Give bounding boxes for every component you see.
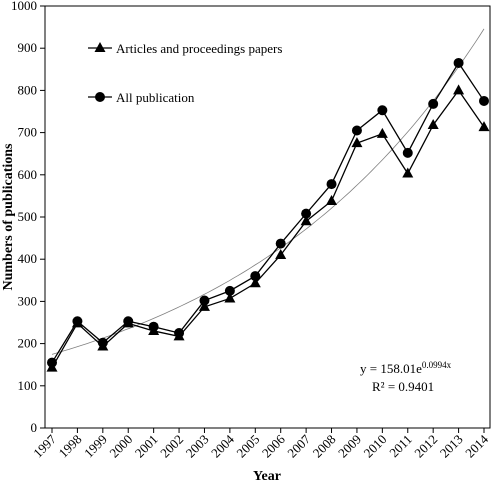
circle-marker <box>301 208 312 219</box>
y-tick-label: 800 <box>18 82 38 97</box>
x-tick-label: 2004 <box>208 431 237 460</box>
y-tick-label: 0 <box>31 420 38 435</box>
circle-marker <box>95 92 105 102</box>
circle-marker <box>479 95 489 106</box>
circle-marker <box>148 321 159 332</box>
y-tick-label: 900 <box>18 40 38 55</box>
y-tick-label: 1000 <box>11 0 37 13</box>
circle-marker <box>250 271 261 282</box>
triangle-marker <box>351 137 363 148</box>
trend-equation: y = 158.01e0.0994x <box>360 360 452 376</box>
circle-marker <box>47 357 57 368</box>
circle-marker <box>123 316 134 327</box>
triangle-marker <box>402 167 414 178</box>
x-tick-label: 2006 <box>259 431 288 460</box>
x-tick-label: 2014 <box>462 431 491 460</box>
x-tick-label: 2000 <box>106 432 135 461</box>
triangle-marker <box>326 194 338 205</box>
x-tick-label: 2012 <box>411 432 440 461</box>
x-tick-label: 1999 <box>81 432 110 461</box>
y-tick-label: 200 <box>18 336 38 351</box>
series-line <box>51 61 485 363</box>
triangle-marker <box>249 277 261 288</box>
legend-label: Articles and proceedings papers <box>116 41 282 56</box>
y-axis-label: Numbers of publications <box>1 143 16 291</box>
x-tick-label: 2002 <box>157 432 186 461</box>
circle-marker <box>97 337 108 348</box>
circle-marker <box>174 328 185 339</box>
triangle-marker <box>198 300 210 311</box>
triangle-marker <box>453 84 465 95</box>
circle-marker <box>224 285 235 296</box>
x-tick-label: 2003 <box>183 432 212 461</box>
circle-marker <box>326 179 337 190</box>
x-tick-label: 2011 <box>386 432 415 461</box>
triangle-marker <box>427 119 439 130</box>
y-tick-label: 300 <box>18 293 38 308</box>
y-tick-label: 700 <box>18 125 38 140</box>
circle-marker <box>402 147 413 158</box>
circle-marker <box>72 316 83 327</box>
equation-text: y = 158.01e <box>360 361 422 376</box>
y-tick-label: 500 <box>18 209 38 224</box>
triangle-marker <box>376 127 388 138</box>
y-tick-label: 600 <box>18 167 38 182</box>
triangle-marker <box>300 215 312 226</box>
trendline <box>51 28 485 355</box>
x-axis-label: Year <box>253 469 281 484</box>
triangle-marker <box>94 42 106 52</box>
x-tick-label: 1998 <box>56 432 85 461</box>
x-tick-label: 2010 <box>360 432 389 461</box>
x-tick-label: 2008 <box>310 432 339 461</box>
circle-marker <box>428 98 439 109</box>
circle-marker <box>275 238 286 249</box>
x-tick-label: 2001 <box>132 432 161 461</box>
circle-marker <box>453 57 464 68</box>
x-tick-label: 2005 <box>233 432 262 461</box>
triangle-marker <box>275 248 287 259</box>
circle-marker <box>199 295 210 306</box>
circle-marker <box>351 125 362 136</box>
x-tick-label: 1997 <box>30 431 59 460</box>
legend-label: All publication <box>116 90 195 105</box>
circle-marker <box>377 105 388 116</box>
y-tick-label: 100 <box>18 378 38 393</box>
x-tick-label: 2013 <box>437 432 466 461</box>
triangle-marker <box>478 121 490 132</box>
triangle-marker <box>224 292 236 303</box>
equation-exponent: 0.0994x <box>422 360 452 370</box>
x-tick-label: 2009 <box>335 432 364 461</box>
r-squared: R² = 0.9401 <box>372 379 434 394</box>
x-tick-label: 2007 <box>284 431 313 460</box>
y-tick-label: 400 <box>18 251 38 266</box>
